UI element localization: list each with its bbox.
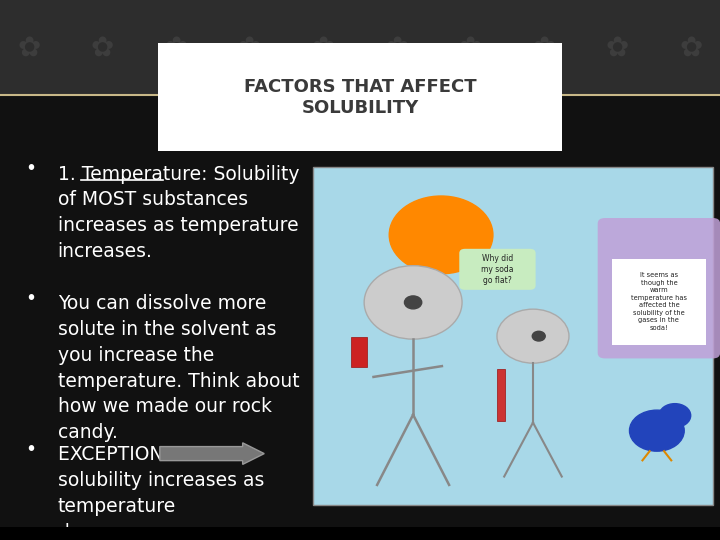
Text: EXCEPTION: Gas
solubility increases as
temperature
decreases.: EXCEPTION: Gas solubility increases as t… [58, 446, 264, 540]
FancyBboxPatch shape [313, 167, 713, 505]
Circle shape [364, 266, 462, 339]
Text: ✿: ✿ [459, 33, 482, 61]
Text: ✿: ✿ [238, 33, 261, 61]
FancyBboxPatch shape [158, 43, 562, 151]
Text: FACTORS THAT AFFECT
SOLUBILITY: FACTORS THAT AFFECT SOLUBILITY [243, 78, 477, 117]
FancyBboxPatch shape [459, 249, 536, 290]
Text: ✿: ✿ [385, 33, 408, 61]
Text: ✿: ✿ [680, 33, 703, 61]
FancyBboxPatch shape [497, 369, 505, 421]
FancyBboxPatch shape [612, 259, 706, 345]
Text: •: • [25, 440, 36, 459]
FancyBboxPatch shape [351, 337, 367, 367]
Circle shape [390, 196, 493, 274]
Circle shape [405, 296, 422, 309]
Text: ✿: ✿ [312, 33, 335, 61]
Text: You can dissolve more
solute in the solvent as
you increase the
temperature. Thi: You can dissolve more solute in the solv… [58, 294, 300, 442]
Text: ✿: ✿ [91, 33, 114, 61]
Text: 1. Temperature: Solubility
of MOST substances
increases as temperature
increases: 1. Temperature: Solubility of MOST subst… [58, 165, 299, 261]
Text: ✿: ✿ [606, 33, 629, 61]
Text: Why did
my soda
go flat?: Why did my soda go flat? [481, 254, 513, 285]
FancyBboxPatch shape [0, 526, 720, 540]
Circle shape [532, 332, 545, 341]
FancyBboxPatch shape [0, 0, 720, 94]
FancyArrow shape [160, 443, 264, 464]
Circle shape [629, 410, 684, 451]
Text: ✿: ✿ [532, 33, 556, 61]
Text: ✿: ✿ [17, 33, 40, 61]
Text: •: • [25, 289, 36, 308]
Circle shape [659, 404, 690, 428]
Circle shape [497, 309, 569, 363]
Text: It seems as
though the
warm
temperature has
affected the
solubility of the
gases: It seems as though the warm temperature … [631, 273, 687, 331]
FancyBboxPatch shape [598, 218, 720, 359]
Text: •: • [25, 159, 36, 178]
Text: ✿: ✿ [164, 33, 188, 61]
